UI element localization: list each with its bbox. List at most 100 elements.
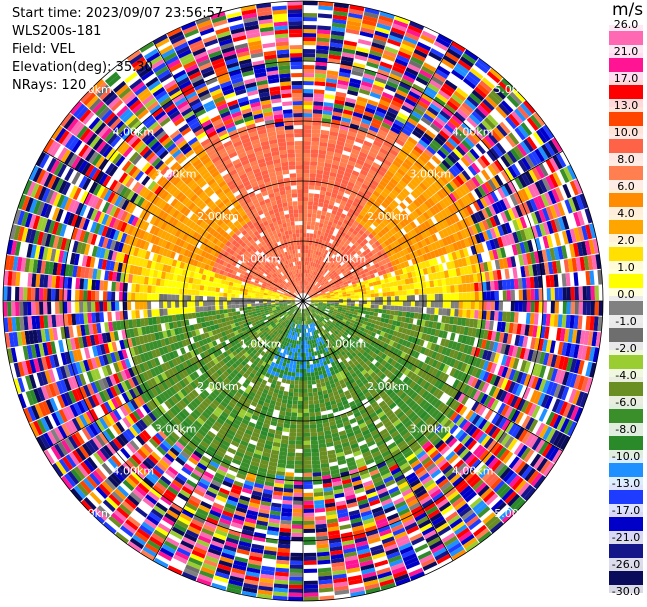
velocity-cell — [570, 405, 580, 421]
velocity-cell — [533, 251, 540, 264]
velocity-cell — [324, 268, 329, 273]
velocity-cell — [389, 148, 399, 157]
velocity-cell — [291, 528, 303, 533]
velocity-cell — [314, 286, 318, 291]
velocity-cell — [292, 512, 303, 517]
velocity-cell — [466, 215, 475, 226]
velocity-cell — [406, 295, 411, 301]
velocity-cell — [303, 229, 307, 234]
velocity-cell — [396, 280, 402, 286]
velocity-cell — [521, 415, 532, 429]
velocity-cell — [289, 384, 295, 389]
velocity-cell — [303, 528, 316, 533]
velocity-cell — [441, 278, 447, 286]
velocity-cell — [374, 308, 379, 313]
velocity-cell — [359, 31, 374, 38]
velocity-cell — [450, 293, 455, 301]
velocity-cell — [584, 240, 592, 256]
velocity-cell — [504, 379, 513, 392]
velocity-cell — [303, 348, 306, 353]
velocity-cell — [402, 101, 415, 111]
velocity-cell — [310, 225, 315, 230]
velocity-cell — [326, 302, 331, 304]
velocity-cell — [466, 345, 473, 355]
velocity-cell — [530, 288, 535, 301]
velocity-cell — [390, 310, 395, 316]
velocity-cell — [441, 346, 448, 355]
velocity-cell — [392, 376, 400, 384]
velocity-cell — [482, 219, 490, 231]
velocity-cell — [315, 65, 327, 71]
velocity-cell — [471, 89, 485, 102]
velocity-cell — [328, 247, 333, 253]
velocity-cell — [512, 88, 526, 103]
velocity-cell — [443, 419, 453, 429]
velocity-cell — [449, 44, 464, 56]
velocity-cell — [530, 212, 539, 225]
velocity-cell — [463, 217, 471, 228]
velocity-cell — [529, 198, 538, 212]
velocity-cell — [358, 294, 363, 298]
velocity-cell — [485, 95, 498, 109]
velocity-cell — [303, 185, 309, 190]
velocity-cell — [441, 315, 447, 324]
velocity-cell — [580, 241, 588, 256]
velocity-cell — [371, 236, 378, 243]
velocity-cell — [438, 89, 451, 100]
velocity-cell — [327, 313, 332, 317]
velocity-cell — [328, 230, 334, 236]
velocity-cell — [310, 304, 314, 307]
velocity-cell — [573, 272, 579, 286]
velocity-cell — [350, 308, 355, 312]
velocity-cell — [395, 89, 408, 98]
velocity-cell — [313, 488, 324, 493]
velocity-cell — [305, 269, 308, 274]
velocity-cell — [310, 432, 318, 437]
velocity-cell — [515, 384, 524, 397]
velocity-cell — [380, 279, 386, 285]
velocity-cell — [383, 322, 388, 328]
velocity-cell — [365, 348, 371, 354]
velocity-cell — [389, 286, 395, 292]
velocity-cell — [459, 343, 466, 353]
velocity-cell — [446, 182, 455, 193]
velocity-cell — [338, 75, 350, 82]
velocity-cell — [335, 262, 340, 267]
velocity-cell — [304, 261, 308, 266]
velocity-cell — [541, 144, 552, 159]
velocity-cell — [451, 41, 466, 53]
velocity-cell — [322, 223, 328, 229]
velocity-cell — [348, 273, 353, 278]
velocity-cell — [334, 302, 339, 305]
velocity-cell — [350, 204, 357, 211]
velocity-cell — [305, 289, 308, 294]
velocity-cell — [546, 234, 554, 248]
velocity-cell — [303, 117, 313, 122]
velocity-cell — [336, 321, 342, 325]
velocity-cell — [332, 18, 347, 25]
velocity-cell — [309, 293, 313, 297]
velocity-cell — [314, 271, 318, 276]
velocity-cell — [566, 301, 571, 315]
velocity-cell — [545, 248, 552, 262]
velocity-cell — [291, 412, 298, 417]
velocity-cell — [569, 373, 578, 388]
velocity-cell — [474, 403, 484, 414]
velocity-cell — [461, 170, 471, 181]
velocity-cell — [371, 352, 378, 359]
velocity-cell — [280, 515, 292, 521]
velocity-cell — [454, 391, 463, 401]
velocity-cell — [499, 199, 508, 211]
velocity-cell — [440, 255, 446, 264]
velocity-cell — [303, 157, 311, 162]
velocity-cell — [413, 48, 428, 59]
velocity-cell — [532, 264, 538, 276]
velocity-cell — [424, 176, 434, 186]
velocity-cell — [493, 214, 501, 226]
velocity-cell — [441, 58, 455, 70]
velocity-cell — [364, 203, 371, 211]
velocity-cell — [372, 316, 378, 321]
velocity-cell — [492, 144, 504, 157]
velocity-cell — [520, 324, 526, 336]
velocity-cell — [303, 81, 314, 86]
